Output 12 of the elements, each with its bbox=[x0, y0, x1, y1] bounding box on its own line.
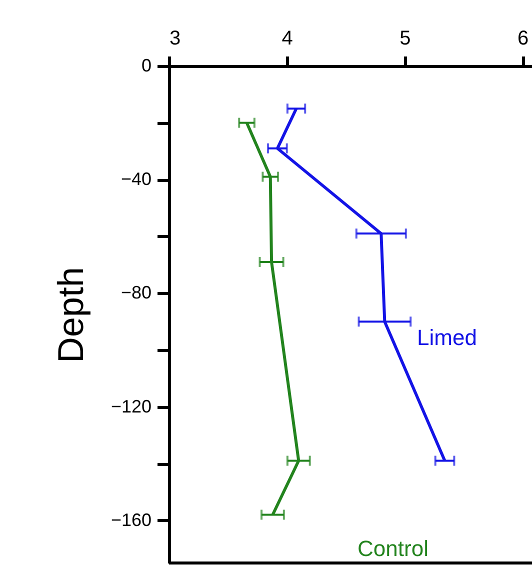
x-tick-label: 4 bbox=[282, 28, 293, 50]
x-tick-label: 6 bbox=[518, 28, 529, 50]
y-tick-label: 0 bbox=[141, 56, 152, 76]
series-label: Limed bbox=[417, 325, 477, 350]
y-tick-label: −80 bbox=[120, 282, 152, 303]
x-tick-label: 3 bbox=[170, 28, 181, 50]
text: Control bbox=[358, 536, 428, 561]
x-tick-label: 5 bbox=[400, 28, 411, 50]
y-axis-title: Depth bbox=[50, 266, 91, 364]
y-tick-label: −120 bbox=[110, 396, 152, 416]
y-tick-label: −160 bbox=[110, 510, 152, 530]
y-tick-label: −40 bbox=[120, 169, 152, 190]
